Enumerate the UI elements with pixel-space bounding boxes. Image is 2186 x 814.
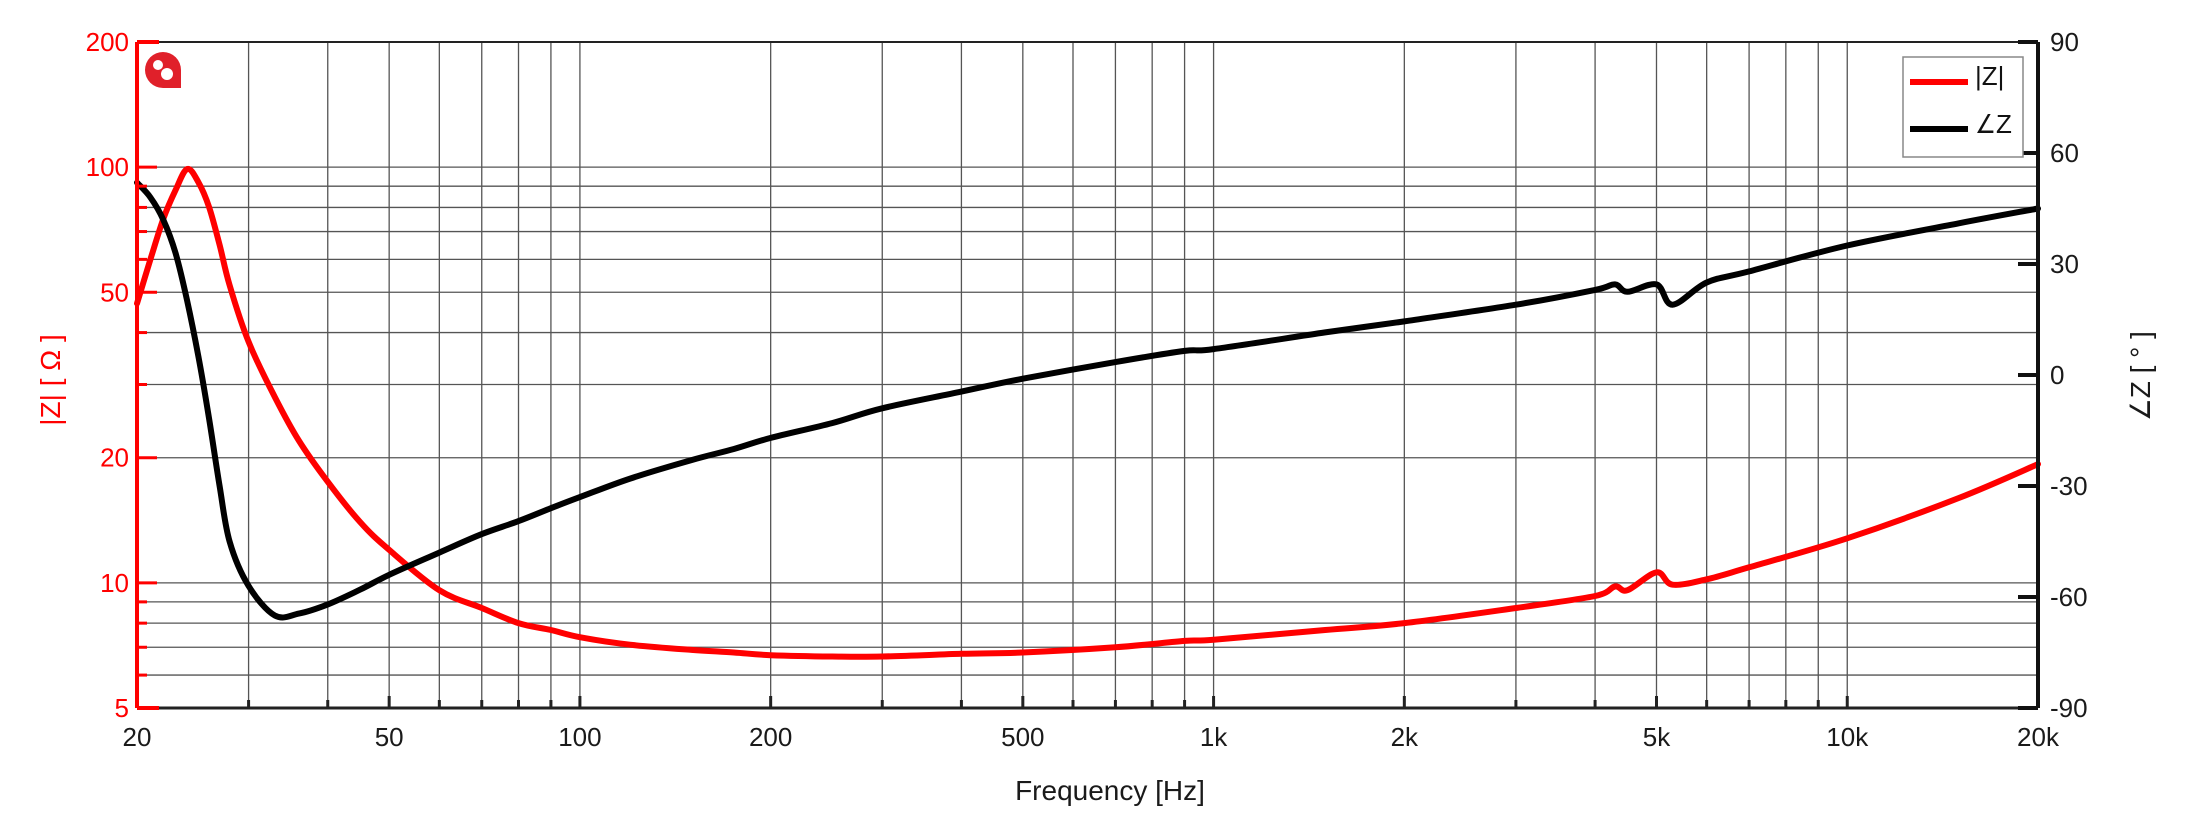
x-tick-label: 2k bbox=[1391, 722, 1419, 752]
y-axis-left-title: |Z| [ Ω ] bbox=[35, 334, 66, 425]
x-tick-label: 5k bbox=[1643, 722, 1671, 752]
grid bbox=[136, 41, 2039, 708]
series bbox=[134, 165, 2041, 660]
x-tick-label: 50 bbox=[375, 722, 404, 752]
y-left-tick-label: 5 bbox=[115, 693, 129, 723]
x-tick-label: 200 bbox=[749, 722, 792, 752]
legend-label-phase: ∠Z bbox=[1975, 109, 2012, 139]
x-tick-label: 20k bbox=[2017, 722, 2060, 752]
legend-label-magnitude: |Z| bbox=[1975, 61, 2004, 91]
y-left-tick-label: 50 bbox=[100, 277, 129, 307]
impedance-phase-curve bbox=[134, 179, 2041, 621]
y-axis-right-title: ∠Z [ ° ] bbox=[2125, 331, 2156, 421]
tick-labels: -90 -60 -30 0 30 60 90 5 10 20 50 100 200 20 50 100 200 5… bbox=[86, 27, 2088, 752]
x-tick-label: 100 bbox=[558, 722, 601, 752]
y-left-tick-label: 100 bbox=[86, 152, 129, 182]
y-right-tick-label: -60 bbox=[2050, 582, 2088, 612]
x-axis-title: Frequency [Hz] bbox=[1015, 775, 1205, 806]
y-right-tick-label: -30 bbox=[2050, 471, 2088, 501]
axes bbox=[135, 40, 2040, 710]
y-right-tick-label: 90 bbox=[2050, 27, 2079, 57]
y-right-tick-label: 30 bbox=[2050, 249, 2079, 279]
y-left-tick-label: 10 bbox=[100, 568, 129, 598]
x-tick-label: 500 bbox=[1001, 722, 1044, 752]
impedance-magnitude-curve bbox=[134, 165, 2041, 660]
legend: |Z| ∠Z bbox=[1902, 56, 2024, 158]
x-tick-label: 20 bbox=[123, 722, 152, 752]
y-right-tick-label: 0 bbox=[2050, 360, 2064, 390]
x-tick-label: 1k bbox=[1200, 722, 1228, 752]
x-tick-label: 10k bbox=[1826, 722, 1869, 752]
brand-logo-icon bbox=[145, 52, 181, 88]
y-left-tick-label: 200 bbox=[86, 27, 129, 57]
y-right-tick-label: 60 bbox=[2050, 138, 2079, 168]
y-left-tick-label: 20 bbox=[100, 443, 129, 473]
y-right-tick-label: -90 bbox=[2050, 693, 2088, 723]
